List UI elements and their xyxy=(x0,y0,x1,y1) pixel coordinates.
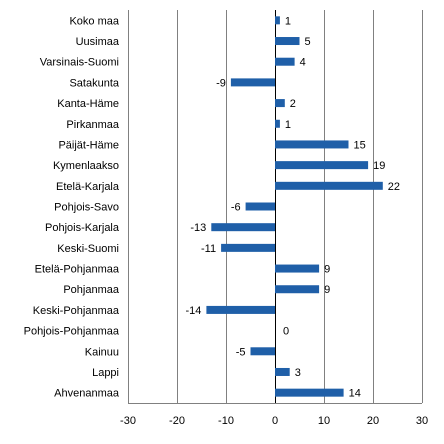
bar xyxy=(275,388,344,397)
data-label: 3 xyxy=(295,367,301,379)
category-label: Keski-Suomi xyxy=(57,243,119,255)
category-label: Keski-Pohjanmaa xyxy=(33,305,120,317)
category-label: Koko maa xyxy=(69,15,119,27)
bars xyxy=(206,16,383,397)
bar xyxy=(275,140,349,149)
category-labels: Koko maa Uusimaa Varsinais-Suomi Satakunta K… xyxy=(24,15,120,399)
bar xyxy=(245,202,275,211)
x-tick-label: 10 xyxy=(318,415,330,427)
bar xyxy=(275,285,320,294)
data-label: -5 xyxy=(236,346,246,358)
bar xyxy=(275,16,280,25)
bar xyxy=(275,37,300,46)
bar xyxy=(230,78,275,87)
bar xyxy=(275,264,320,273)
category-label: Varsinais-Suomi xyxy=(40,57,119,69)
bar xyxy=(211,223,275,232)
bar xyxy=(275,57,295,66)
category-label: Ahvenanmaa xyxy=(54,388,120,400)
data-label: 19 xyxy=(373,160,385,172)
x-axis: -30 -20 -10 0 10 20 30 xyxy=(120,403,428,427)
x-tick-label: 20 xyxy=(367,415,379,427)
category-label: Etelä-Karjala xyxy=(56,181,120,193)
bar xyxy=(275,367,290,376)
grid-lines xyxy=(128,10,423,403)
category-label: Pohjois-Karjala xyxy=(45,222,120,234)
data-label: 15 xyxy=(354,139,366,151)
category-label: Kanta-Häme xyxy=(57,98,119,110)
x-tick-label: -30 xyxy=(120,415,136,427)
data-label: 4 xyxy=(300,57,306,69)
x-tick-label: 0 xyxy=(272,415,278,427)
data-label: 22 xyxy=(388,181,400,193)
x-tick-label: -20 xyxy=(169,415,185,427)
category-label: Pirkanmaa xyxy=(66,119,119,131)
data-label: -9 xyxy=(216,77,226,89)
bar xyxy=(275,119,280,128)
data-label: 1 xyxy=(285,15,291,27)
data-label: -11 xyxy=(201,243,216,255)
data-label: -13 xyxy=(190,222,206,234)
bar xyxy=(206,305,275,314)
data-label: 5 xyxy=(305,36,311,48)
bar xyxy=(275,99,285,108)
category-label: Pohjois-Pohjanmaa xyxy=(24,326,120,338)
data-label: -6 xyxy=(231,202,241,214)
bar xyxy=(275,161,369,170)
data-label: 0 xyxy=(283,326,289,338)
category-label: Uusimaa xyxy=(76,36,120,48)
category-label: Kymenlaakso xyxy=(53,160,119,172)
category-label: Päijät-Häme xyxy=(58,139,119,151)
category-label: Etelä-Pohjanmaa xyxy=(35,264,120,276)
category-label: Pohjois-Savo xyxy=(54,202,119,214)
bar xyxy=(250,347,275,356)
x-tick-label: 30 xyxy=(416,415,428,427)
bar xyxy=(221,243,275,252)
x-tick-label: -10 xyxy=(218,415,234,427)
data-label: 2 xyxy=(290,98,296,110)
data-label: -14 xyxy=(185,305,201,317)
category-label: Satakunta xyxy=(69,77,119,89)
category-label: Pohjanmaa xyxy=(63,284,120,296)
data-label: 9 xyxy=(324,264,330,276)
category-label: Kainuu xyxy=(85,346,119,358)
data-label: 14 xyxy=(349,388,361,400)
data-label: 1 xyxy=(285,119,291,131)
category-label: Lappi xyxy=(92,367,119,379)
data-label: 9 xyxy=(324,284,330,296)
bar xyxy=(275,181,383,190)
